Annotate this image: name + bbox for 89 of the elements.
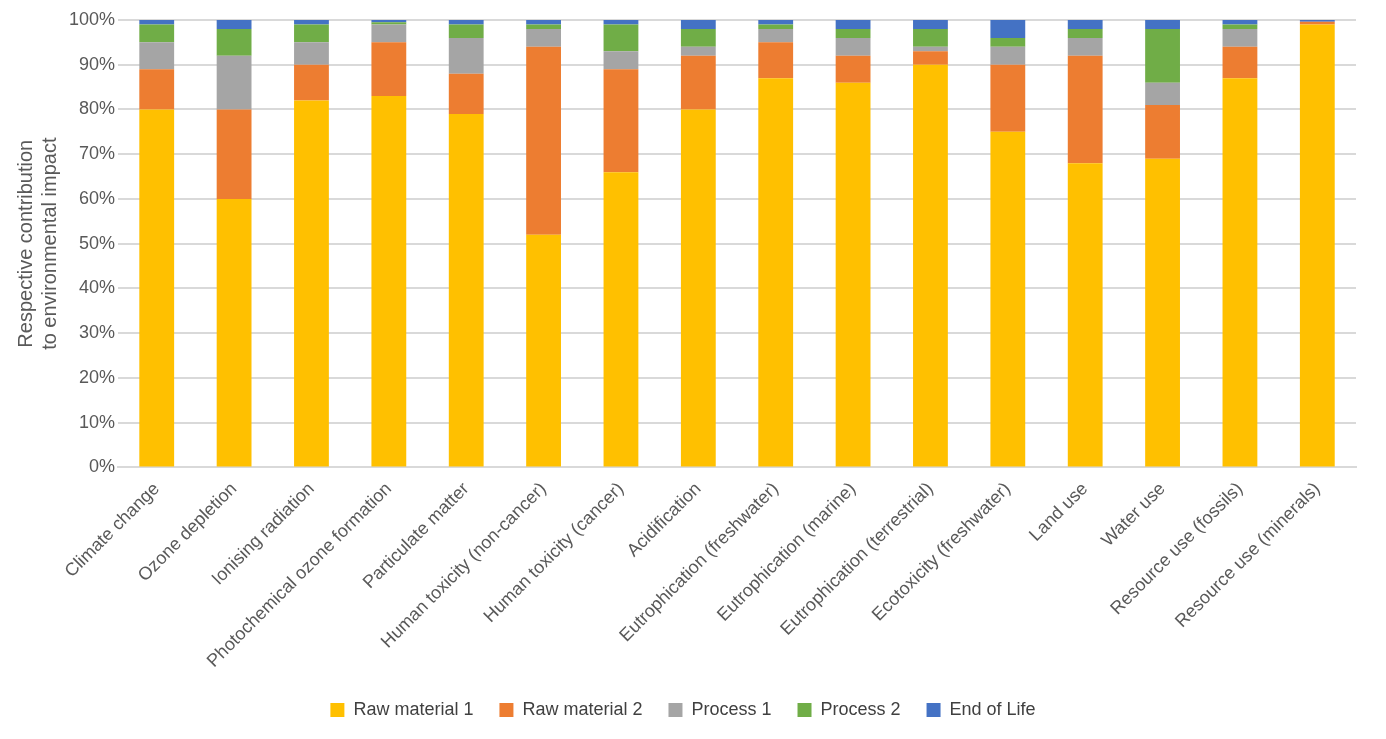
legend-label: End of Life — [949, 698, 1036, 719]
bar — [1145, 158, 1180, 467]
bar — [603, 24, 639, 52]
bar — [216, 28, 252, 56]
y-tick-label: 90% — [79, 53, 116, 74]
bar — [835, 20, 871, 29]
bar — [1145, 105, 1180, 159]
bar — [913, 51, 948, 65]
bar — [758, 78, 794, 467]
legend-label: Process 2 — [820, 698, 901, 719]
bar — [448, 24, 484, 38]
bar — [216, 55, 252, 110]
legend-label: Raw material 1 — [353, 698, 474, 719]
bar — [990, 131, 1026, 467]
bar — [680, 109, 716, 467]
bar — [1067, 55, 1103, 164]
bar — [448, 113, 484, 467]
bar — [758, 20, 794, 25]
bar — [835, 55, 871, 83]
bar — [835, 28, 871, 38]
bar — [1222, 24, 1258, 29]
bar — [758, 42, 794, 79]
bar — [990, 64, 1026, 132]
legend-label: Process 1 — [691, 698, 772, 719]
bar — [603, 172, 639, 467]
bar — [1145, 82, 1180, 106]
bar — [603, 69, 639, 173]
bar — [216, 198, 252, 467]
y-tick-label: 50% — [79, 232, 116, 253]
bar — [526, 24, 561, 29]
y-tick-label: 60% — [79, 187, 116, 208]
bar — [1067, 20, 1103, 29]
bar — [526, 20, 561, 25]
bar — [294, 20, 329, 25]
bar — [990, 20, 1026, 38]
bar — [680, 20, 716, 29]
bar — [680, 46, 716, 56]
bar — [1067, 163, 1103, 467]
bar — [216, 20, 252, 29]
bar — [294, 24, 329, 43]
bar — [913, 64, 948, 467]
bar — [1222, 46, 1258, 79]
bar — [990, 46, 1026, 65]
bar — [758, 28, 794, 43]
y-tick-label: 100% — [68, 8, 116, 29]
bar — [526, 28, 561, 47]
bar — [139, 69, 175, 110]
bar — [371, 42, 407, 97]
bar — [603, 51, 639, 70]
legend-label: Raw material 2 — [522, 698, 643, 719]
bar — [990, 37, 1026, 47]
bar — [1145, 28, 1180, 83]
bar — [1067, 37, 1103, 56]
bar — [371, 24, 407, 43]
bar — [1067, 28, 1103, 38]
bar — [680, 55, 716, 110]
y-axis-title: Respective contribution to environmental impact — [13, 137, 60, 350]
bar — [448, 37, 484, 74]
bar — [294, 100, 329, 467]
bar — [526, 46, 561, 235]
bar — [1222, 28, 1258, 47]
y-tick-label: 30% — [79, 322, 116, 343]
bar — [139, 20, 175, 25]
bar — [139, 24, 175, 43]
y-tick-label: 0% — [89, 456, 116, 477]
y-tick-label: 10% — [79, 411, 116, 432]
bar — [216, 109, 252, 199]
y-tick-label: 20% — [79, 366, 116, 387]
bar — [1145, 20, 1180, 29]
bar — [913, 28, 948, 47]
bar — [526, 234, 561, 467]
bar — [758, 24, 794, 29]
bar — [913, 20, 948, 29]
y-tick-label: 80% — [79, 98, 116, 119]
bar — [294, 42, 329, 65]
bar — [448, 20, 484, 25]
bar — [139, 109, 175, 467]
y-tick-label: 40% — [79, 277, 116, 298]
bar — [835, 82, 871, 467]
bar — [448, 73, 484, 114]
y-tick-label: 70% — [79, 143, 116, 164]
bar — [294, 64, 329, 101]
bar — [1222, 78, 1258, 467]
bar — [1299, 24, 1335, 467]
bar — [139, 42, 175, 70]
bar — [680, 28, 716, 47]
bar — [371, 96, 407, 467]
bar — [835, 37, 871, 56]
bar — [913, 46, 948, 52]
